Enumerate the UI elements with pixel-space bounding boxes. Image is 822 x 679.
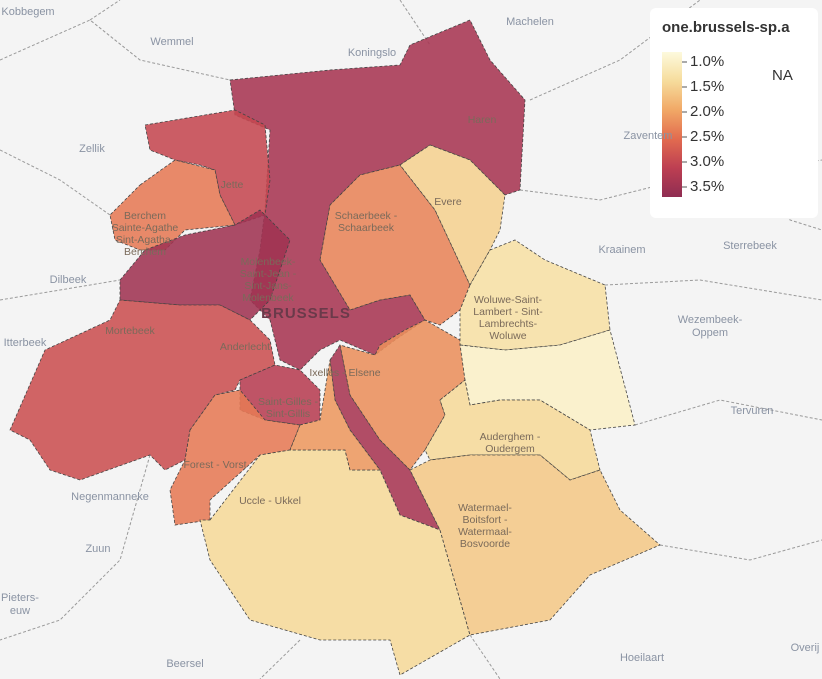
legend-tick-label: 3.5%	[690, 178, 724, 195]
region	[399, 144, 506, 286]
region	[289, 359, 381, 471]
legend-title: one.brussels-sp.a	[662, 19, 790, 36]
place-label: Wezembeek-	[678, 314, 743, 326]
place-label: Negenmanneke	[71, 491, 149, 503]
region-label: Ixelles - Elsene	[309, 367, 380, 379]
region-label: Woluwe	[489, 330, 526, 342]
place-label: Hoeilaart	[620, 652, 664, 664]
place-label: Zaventem	[624, 130, 673, 142]
region-label: Uccle - Ukkel	[239, 495, 301, 507]
place-label: Pieters-	[1, 592, 39, 604]
legend-tick-label: 3.0%	[690, 153, 724, 170]
region-label: Lambrechts-	[479, 318, 538, 330]
region-label: Woluwe-Saint-	[474, 294, 543, 306]
region-label: Watermael-	[458, 502, 512, 514]
legend-tick-label: 2.0%	[690, 103, 724, 120]
region	[409, 454, 661, 636]
place-label: Dilbeek	[50, 274, 87, 286]
place-label: Sterrebeek	[723, 240, 777, 252]
place-label: Wemmel	[150, 36, 193, 48]
place-label: Beersel	[166, 658, 203, 670]
place-label: Kraainem	[598, 244, 645, 256]
region-label: Saint-Gilles -	[258, 396, 319, 408]
regions	[9, 19, 661, 676]
region-label: Evere	[434, 196, 462, 208]
region-label: Lambert - Sint-	[473, 306, 543, 318]
place-label: Zellik	[79, 143, 105, 155]
region	[119, 209, 291, 321]
region-label: Watermaal-	[458, 526, 512, 538]
region-label: Schaarbeek	[338, 222, 395, 234]
place-label: Oppem	[692, 327, 728, 339]
region-label: Anderlecht	[220, 341, 270, 353]
place-label: Kobbegem	[1, 6, 54, 18]
place-label: Koningslo	[348, 47, 396, 59]
place-label: Itterbeek	[4, 337, 47, 349]
legend-na: NA	[772, 67, 793, 84]
region-label: Sainte-Agathe	[112, 222, 179, 234]
region-label: Berchem	[124, 210, 166, 222]
region-label: Forest - Vorst	[183, 459, 246, 471]
region	[459, 239, 611, 351]
region-label: Sint-Gillis	[266, 408, 310, 420]
legend-tick-label: 2.5%	[690, 128, 724, 145]
region-label: Molenbeek-	[241, 256, 296, 268]
place-label: euw	[10, 605, 30, 617]
region	[144, 109, 271, 226]
legend-box	[650, 8, 818, 218]
place-label: Tervuren	[731, 405, 774, 417]
place-label: Zuun	[85, 543, 110, 555]
region-label: Molenbeek	[242, 292, 294, 304]
place-label: Machelen	[506, 16, 554, 28]
region-label: Oudergem	[485, 443, 535, 455]
region-label: Saint-Jean -	[240, 268, 297, 280]
region-label: BRUSSELS	[261, 305, 351, 322]
legend-colorbar	[662, 52, 682, 197]
region-label: Jette	[221, 179, 244, 191]
region-label: Boitsfort -	[463, 514, 508, 526]
region-label: Sint-Jans-	[244, 280, 292, 292]
place-label: Overij	[791, 642, 820, 654]
legend-tick-label: 1.0%	[690, 53, 724, 70]
region-label: Auderghem -	[480, 431, 541, 443]
region-label: Bosvoorde	[460, 538, 510, 550]
region-label: Schaerbeek -	[335, 210, 398, 222]
region	[9, 299, 276, 481]
region-label: Sint-Agatha-	[116, 234, 175, 246]
region-label: Mortebeek	[105, 325, 155, 337]
region-label: Haren	[468, 114, 497, 126]
legend-tick-label: 1.5%	[690, 78, 724, 95]
region-label: Berchem	[124, 246, 166, 258]
labels: Haren Jette Evere Schaerbeek -Schaarbeek Ber…	[105, 114, 543, 550]
